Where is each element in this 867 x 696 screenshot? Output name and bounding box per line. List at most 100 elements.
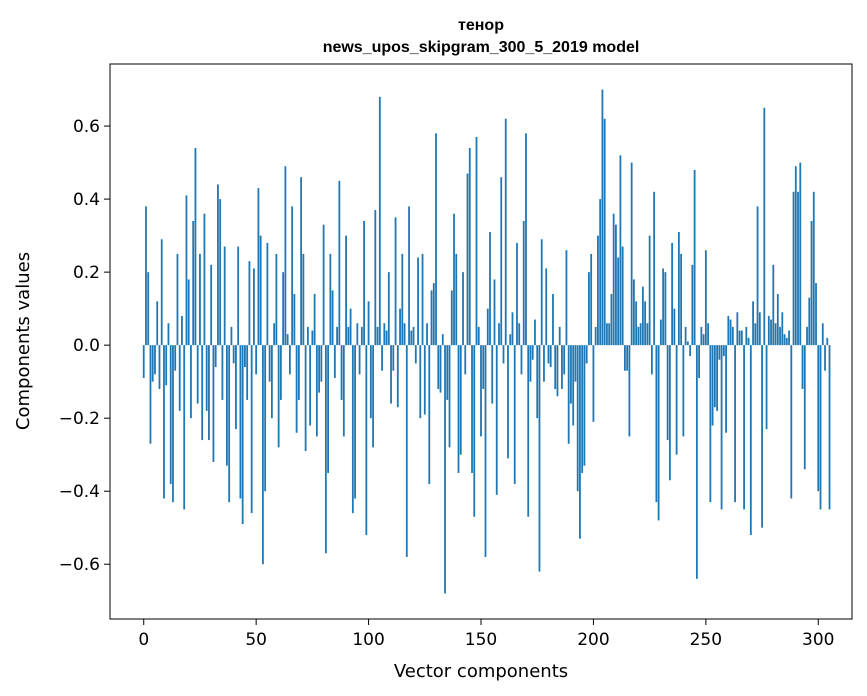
- bar: [502, 345, 505, 364]
- bar: [392, 345, 395, 371]
- bar: [698, 345, 700, 379]
- bar: [360, 326, 363, 346]
- bar: [394, 217, 397, 346]
- bar: [345, 235, 347, 346]
- bar: [520, 345, 523, 375]
- bar: [713, 345, 716, 408]
- bar: [322, 224, 325, 346]
- bar: [666, 345, 669, 441]
- bar: [788, 330, 790, 346]
- bar: [293, 294, 296, 346]
- bar: [147, 272, 150, 346]
- bar: [192, 221, 195, 346]
- bar: [250, 345, 253, 514]
- bar: [815, 283, 817, 346]
- bar: [630, 162, 633, 346]
- bar: [756, 206, 759, 346]
- bar: [707, 323, 709, 346]
- bar: [709, 345, 712, 503]
- bar: [680, 253, 683, 346]
- bar: [725, 345, 727, 433]
- bar: [799, 162, 802, 346]
- bar: [770, 319, 772, 346]
- bar: [376, 326, 379, 346]
- bar: [639, 323, 642, 346]
- bar: [594, 326, 597, 346]
- bar: [650, 345, 653, 375]
- chart-title: тенор: [458, 17, 504, 34]
- bar: [738, 330, 741, 346]
- bar: [324, 345, 327, 554]
- bar: [444, 345, 446, 594]
- bar: [167, 323, 170, 346]
- bar: [588, 272, 590, 346]
- bar: [801, 345, 804, 389]
- bar: [473, 345, 476, 517]
- y-tick-label: −0.2: [59, 409, 100, 429]
- bar: [489, 231, 491, 346]
- bar: [185, 195, 188, 346]
- bar: [268, 345, 271, 382]
- bar: [262, 345, 264, 565]
- bar: [257, 188, 260, 346]
- bar: [646, 323, 649, 346]
- bar: [199, 253, 201, 346]
- bar: [711, 345, 714, 426]
- bar: [828, 345, 831, 510]
- bar: [516, 242, 518, 346]
- bar: [421, 253, 424, 346]
- plot-frame: [109, 63, 853, 620]
- bar: [385, 330, 388, 346]
- bar: [306, 326, 309, 346]
- bar: [356, 323, 359, 346]
- bar: [372, 345, 374, 448]
- bar: [297, 345, 300, 400]
- bar: [668, 345, 671, 481]
- bar: [399, 308, 401, 346]
- bar: [203, 213, 206, 346]
- bar: [349, 308, 352, 346]
- bar: [477, 326, 480, 346]
- bar: [313, 294, 316, 346]
- bar: [248, 261, 251, 346]
- bar: [570, 345, 572, 404]
- bar: [471, 345, 473, 473]
- bar: [390, 345, 392, 404]
- bar: [689, 345, 692, 357]
- bar: [599, 199, 602, 346]
- bar: [716, 345, 718, 411]
- bar: [612, 213, 615, 346]
- bar: [374, 210, 377, 346]
- bar: [615, 224, 617, 346]
- bar: [731, 326, 734, 346]
- bar: [457, 345, 460, 473]
- bar: [342, 345, 345, 437]
- bar: [351, 345, 354, 514]
- bar: [819, 345, 822, 510]
- bars-group: [142, 89, 831, 594]
- y-tick-label: 0.6: [73, 117, 100, 137]
- bar: [529, 345, 532, 382]
- bar: [300, 177, 303, 346]
- bar: [624, 345, 626, 371]
- bar: [441, 334, 444, 346]
- bar: [482, 345, 485, 389]
- bar: [783, 334, 786, 346]
- bar: [196, 345, 199, 404]
- bar: [331, 290, 334, 346]
- bar: [318, 345, 321, 393]
- y-tick-label: 0.2: [73, 263, 100, 283]
- bar: [579, 345, 581, 539]
- bar: [626, 345, 629, 371]
- bar: [686, 341, 689, 346]
- bar: [734, 345, 736, 503]
- bar: [774, 323, 777, 346]
- bar: [340, 345, 343, 400]
- bar: [315, 345, 318, 437]
- bar: [462, 272, 464, 346]
- bar: [266, 242, 269, 346]
- bar: [702, 334, 705, 346]
- bar: [270, 345, 273, 419]
- bar: [500, 177, 503, 346]
- bar: [190, 345, 192, 419]
